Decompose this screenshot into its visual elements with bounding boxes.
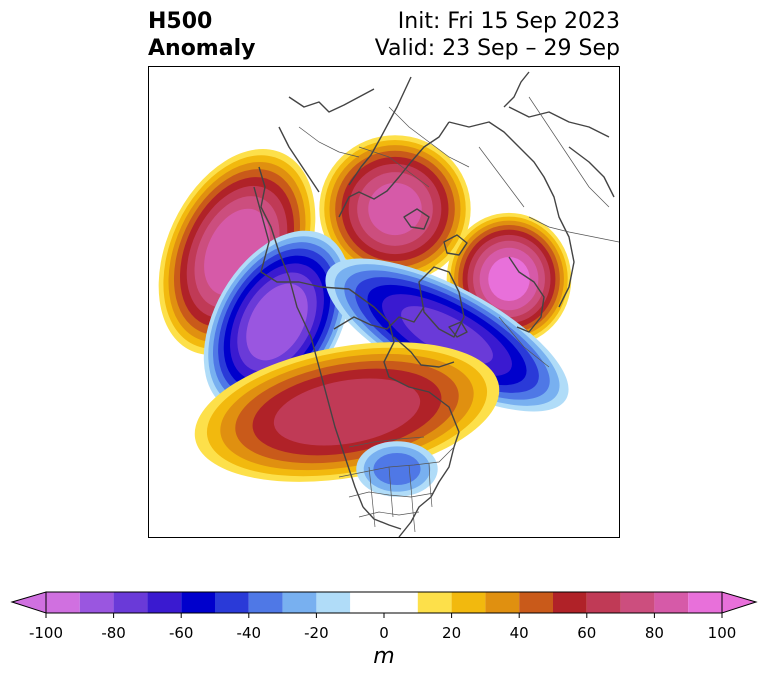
- colorbar-tick-label: 100: [708, 624, 737, 642]
- colorbar-cell: [113, 592, 148, 613]
- colorbar-tick-label: 80: [645, 624, 664, 642]
- anomaly-contour: [401, 306, 493, 364]
- anomaly-contour: [373, 452, 421, 486]
- title-variable: H500: [148, 9, 213, 34]
- colorbar-cell: [350, 592, 418, 613]
- colorbar-cell: [553, 592, 587, 613]
- colorbar: -100 -80 -60 -40 -20 0 20 40 60 80 100: [10, 591, 758, 642]
- colorbar-tick-label: 0: [379, 624, 389, 642]
- colorbar-tick-label: 20: [442, 624, 461, 642]
- borders-layer: [298, 96, 619, 533]
- colorbar-tick-label: -20: [304, 624, 329, 642]
- colorbar-cell: [46, 592, 80, 613]
- colorbar-cell: [282, 592, 317, 613]
- colorbar-cell: [316, 592, 351, 613]
- central-us-trough-anomaly: [356, 441, 438, 497]
- colorbar-cell: [654, 592, 689, 613]
- colorbar-extend-high: [721, 591, 758, 614]
- colorbar-cell: [688, 592, 722, 613]
- colorbar-cell: [417, 592, 452, 613]
- anomaly-fill-layer: [158, 135, 572, 497]
- anomaly-contour: [246, 283, 308, 361]
- init-date: Init: Fri 15 Sep 2023: [397, 9, 620, 34]
- colorbar-tick-label: -60: [169, 624, 194, 642]
- arctic-trough-anomaly: [325, 258, 569, 412]
- colorbar-cell: [181, 592, 215, 613]
- valid-range: Valid: 23 Sep – 29 Sep: [374, 36, 620, 61]
- map-dates: Init: Fri 15 Sep 2023 Valid: 23 Sep – 29…: [375, 8, 620, 62]
- colorbar-cell: [79, 592, 114, 613]
- colorbar-tick-label: -40: [237, 624, 262, 642]
- colorbar-cell: [215, 592, 249, 613]
- colorbar-tick-label: -80: [101, 624, 126, 642]
- colorbar-ticks: -100 -80 -60 -40 -20 0 20 40 60 80 100: [29, 613, 736, 642]
- colorbar-cell: [620, 592, 655, 613]
- colorbar-cell: [147, 592, 182, 613]
- colorbar-tick-label: 40: [510, 624, 529, 642]
- colorbar-tick-label: -100: [29, 624, 63, 642]
- anomaly-contour: [273, 378, 421, 446]
- colorbar-cell: [485, 592, 520, 613]
- colorbar-cell: [586, 592, 621, 613]
- colorbar-extend-low: [10, 591, 47, 614]
- colorbar-cell: [519, 592, 553, 613]
- colorbar-tick-label: 60: [577, 624, 596, 642]
- colorbar-cells: [46, 592, 722, 613]
- canada-ridge-anomaly: [194, 342, 500, 482]
- map-title: H500 Anomaly: [148, 8, 255, 62]
- anomaly-map: [158, 71, 619, 537]
- map-panel: [148, 66, 620, 538]
- anomaly-contour: [488, 256, 530, 302]
- colorbar-cell: [248, 592, 283, 613]
- colorbar-unit-label: m: [373, 644, 395, 669]
- colorbar-cell: [451, 592, 486, 613]
- title-field: Anomaly: [148, 36, 256, 61]
